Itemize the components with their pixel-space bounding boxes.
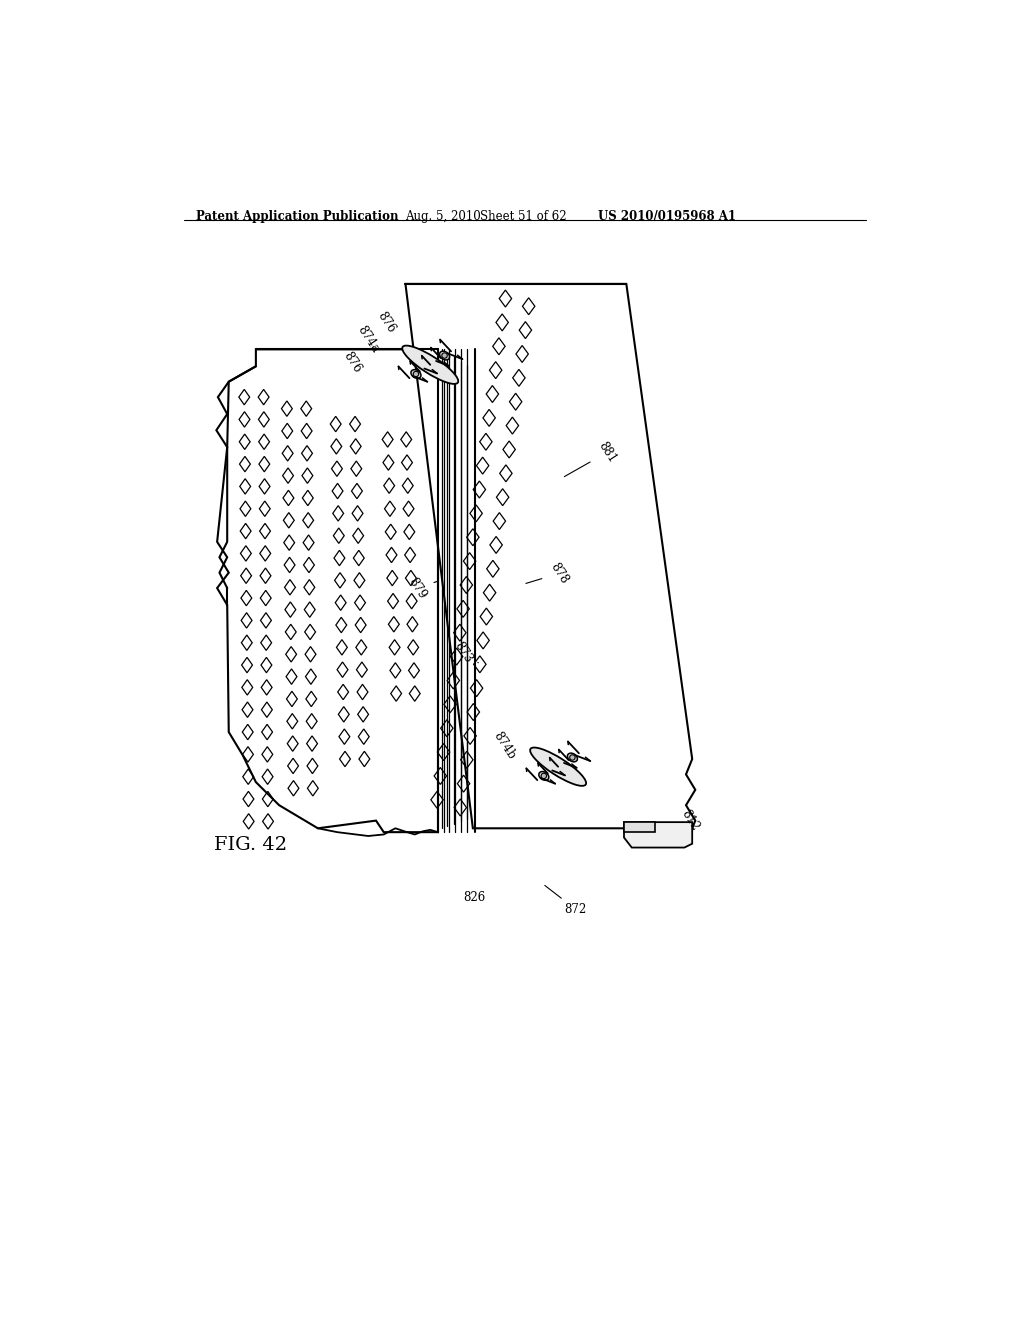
Polygon shape: [406, 284, 695, 829]
Text: Sheet 51 of 62: Sheet 51 of 62: [480, 210, 566, 223]
Ellipse shape: [411, 370, 421, 379]
Ellipse shape: [567, 754, 578, 762]
Text: Patent Application Publication: Patent Application Publication: [197, 210, 398, 223]
Text: 879: 879: [406, 576, 437, 601]
Polygon shape: [624, 822, 692, 847]
Text: 876: 876: [375, 309, 397, 335]
Text: 826: 826: [463, 891, 485, 904]
Circle shape: [441, 352, 447, 358]
Text: 873: 873: [452, 640, 478, 665]
Ellipse shape: [402, 346, 459, 384]
Text: FIG. 42: FIG. 42: [214, 837, 287, 854]
Text: 878: 878: [526, 561, 570, 586]
Polygon shape: [216, 350, 438, 832]
Text: 876: 876: [341, 350, 365, 375]
Polygon shape: [624, 822, 655, 832]
Text: 812: 812: [679, 808, 701, 833]
Circle shape: [569, 755, 575, 760]
Ellipse shape: [439, 351, 450, 360]
Ellipse shape: [530, 747, 586, 785]
Circle shape: [541, 774, 547, 779]
Text: 874b: 874b: [490, 730, 517, 762]
Text: 872: 872: [545, 886, 587, 916]
Text: Aug. 5, 2010: Aug. 5, 2010: [406, 210, 481, 223]
Text: US 2010/0195968 A1: US 2010/0195968 A1: [598, 210, 736, 223]
Circle shape: [414, 371, 419, 376]
Ellipse shape: [539, 772, 549, 780]
Text: 874a: 874a: [354, 323, 382, 355]
Text: 881: 881: [564, 440, 618, 477]
